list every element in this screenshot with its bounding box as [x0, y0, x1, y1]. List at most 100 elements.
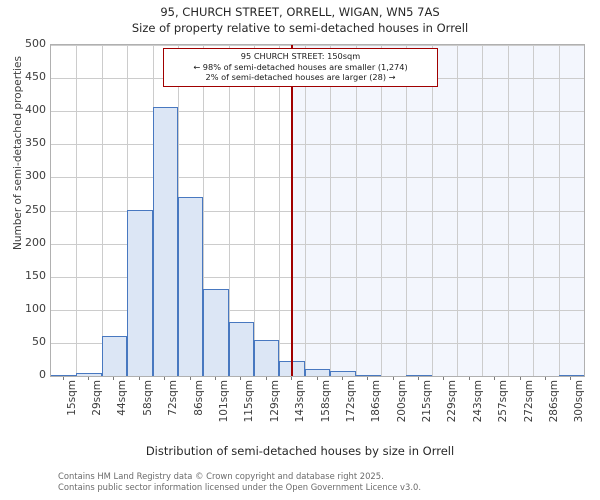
x-tick-mark-44sqm — [113, 377, 115, 380]
x-tick-label-29sqm: 29sqm — [91, 380, 104, 416]
y-axis-label: Number of semi-detached properties — [12, 56, 24, 250]
gridline-y-350 — [51, 144, 584, 146]
x-tick-label-272sqm: 272sqm — [522, 380, 535, 423]
x-axis-ticks: 15sqm 29sqm 44sqm 58sqm 72sqm 86sqm 101sqm 115s… — [50, 380, 586, 440]
gridline-x-15 — [432, 45, 433, 376]
attribution-footer: Contains HM Land Registry data © Crown c… — [58, 471, 588, 492]
gridline-x-20 — [559, 45, 560, 376]
y-tick-label-0: 0 — [39, 368, 46, 381]
gridline-x-10 — [305, 45, 306, 376]
x-tick-label-186sqm: 186sqm — [370, 380, 383, 423]
x-tick-label-143sqm: 143sqm — [294, 380, 307, 423]
x-tick-mark-186sqm — [367, 377, 369, 380]
x-tick-mark-229sqm — [443, 377, 445, 380]
x-tick-mark-58sqm — [138, 377, 140, 380]
gridline-x-6 — [203, 45, 204, 376]
y-tick-label-150: 150 — [25, 268, 46, 282]
histogram-plot-area — [50, 44, 585, 377]
y-tick-label-300: 300 — [25, 169, 46, 183]
gridline-y-50 — [51, 342, 584, 344]
gridline-y-100 — [51, 309, 584, 311]
x-tick-label-300sqm: 300sqm — [573, 380, 586, 423]
bar-215sqm — [406, 374, 432, 376]
page-title: 95, CHURCH STREET, ORRELL, WIGAN, WN5 7A… — [160, 5, 440, 19]
bar-44sqm — [101, 336, 128, 376]
x-tick-label-58sqm: 58sqm — [141, 380, 154, 416]
gridline-x-17 — [482, 45, 483, 376]
x-tick-label-158sqm: 158sqm — [319, 380, 332, 423]
x-tick-mark-86sqm — [189, 377, 191, 380]
y-tick-label-50: 50 — [32, 334, 46, 348]
footer-line-2: Contains public sector information licen… — [58, 481, 421, 492]
gridline-x-9 — [279, 45, 280, 376]
bar-158sqm — [304, 369, 331, 376]
x-tick-label-286sqm: 286sqm — [547, 380, 560, 423]
x-tick-mark-158sqm — [316, 377, 318, 380]
x-tick-mark-272sqm — [519, 377, 521, 380]
bar-86sqm — [177, 196, 204, 376]
x-tick-label-15sqm: 15sqm — [65, 380, 78, 416]
gridline-x-18 — [508, 45, 509, 376]
x-tick-mark-286sqm — [544, 377, 546, 380]
x-axis-label: Distribution of semi-detached houses by … — [145, 444, 455, 458]
annotation-line-larger: 2% of semi-detached houses are larger (2… — [205, 72, 396, 83]
x-tick-mark-115sqm — [240, 377, 242, 380]
x-tick-mark-215sqm — [418, 377, 420, 380]
x-tick-label-86sqm: 86sqm — [192, 380, 205, 416]
x-tick-mark-200sqm — [392, 377, 394, 380]
x-tick-label-229sqm: 229sqm — [446, 380, 459, 423]
y-tick-label-200: 200 — [25, 235, 46, 249]
bar-58sqm — [127, 209, 153, 376]
x-tick-label-215sqm: 215sqm — [421, 380, 434, 423]
y-tick-label-400: 400 — [25, 103, 46, 117]
x-tick-label-200sqm: 200sqm — [395, 380, 408, 423]
gridline-x-16 — [457, 45, 458, 376]
x-tick-mark-129sqm — [265, 377, 267, 380]
x-tick-label-243sqm: 243sqm — [471, 380, 484, 423]
gridline-x-14 — [406, 45, 407, 376]
gridline-y-500 — [51, 45, 584, 46]
bar-72sqm — [152, 107, 178, 376]
x-tick-label-101sqm: 101sqm — [217, 380, 230, 423]
gridline-x-13 — [381, 45, 382, 376]
gridline-x-11 — [330, 45, 331, 376]
x-tick-mark-143sqm — [291, 377, 293, 380]
bar-15sqm — [51, 374, 77, 376]
gridline-y-150 — [51, 276, 584, 278]
x-tick-label-72sqm: 72sqm — [167, 380, 180, 416]
x-tick-mark-300sqm — [570, 377, 572, 380]
gridline-y-250 — [51, 210, 584, 212]
gridline-x-2 — [102, 45, 103, 376]
plot-inner — [51, 45, 584, 376]
x-tick-label-172sqm: 172sqm — [344, 380, 357, 423]
chart-subtitle: Size of property relative to semi-detach… — [131, 21, 469, 35]
x-tick-mark-101sqm — [214, 377, 216, 380]
y-axis-ticks: 0 50 100 150 200 250 300 350 400 450 500 — [0, 38, 46, 381]
x-tick-label-44sqm: 44sqm — [116, 380, 129, 416]
gridline-y-300 — [51, 177, 584, 179]
gridline-x-19 — [533, 45, 534, 376]
x-tick-label-257sqm: 257sqm — [497, 380, 510, 423]
property-annotation-box: 95 CHURCH STREET: 150sqm ← 98% of semi-d… — [163, 48, 438, 87]
x-tick-mark-15sqm — [62, 377, 64, 380]
chart-title-block: 95, CHURCH STREET, ORRELL, WIGAN, WN5 7A… — [0, 4, 600, 36]
x-tick-mark-243sqm — [468, 377, 470, 380]
x-tick-label-115sqm: 115sqm — [243, 380, 256, 423]
y-tick-label-350: 350 — [25, 136, 46, 150]
gridline-y-400 — [51, 111, 584, 113]
annotation-line-smaller: ← 98% of semi-detached houses are smalle… — [193, 61, 408, 72]
x-tick-mark-29sqm — [88, 377, 90, 380]
bar-172sqm — [330, 370, 356, 376]
x-tick-mark-257sqm — [494, 377, 496, 380]
threshold-marker-line — [291, 45, 293, 376]
y-tick-label-250: 250 — [25, 202, 46, 216]
annotation-line-title: 95 CHURCH STREET: 150sqm — [240, 51, 361, 61]
gridline-x-7 — [229, 45, 230, 376]
bar-129sqm — [254, 339, 280, 376]
bar-186sqm — [355, 374, 381, 376]
y-tick-label-450: 450 — [25, 70, 46, 84]
bar-115sqm — [228, 321, 255, 376]
y-tick-label-100: 100 — [25, 301, 46, 315]
gridline-y-200 — [51, 243, 584, 245]
y-tick-label-500: 500 — [25, 37, 46, 50]
